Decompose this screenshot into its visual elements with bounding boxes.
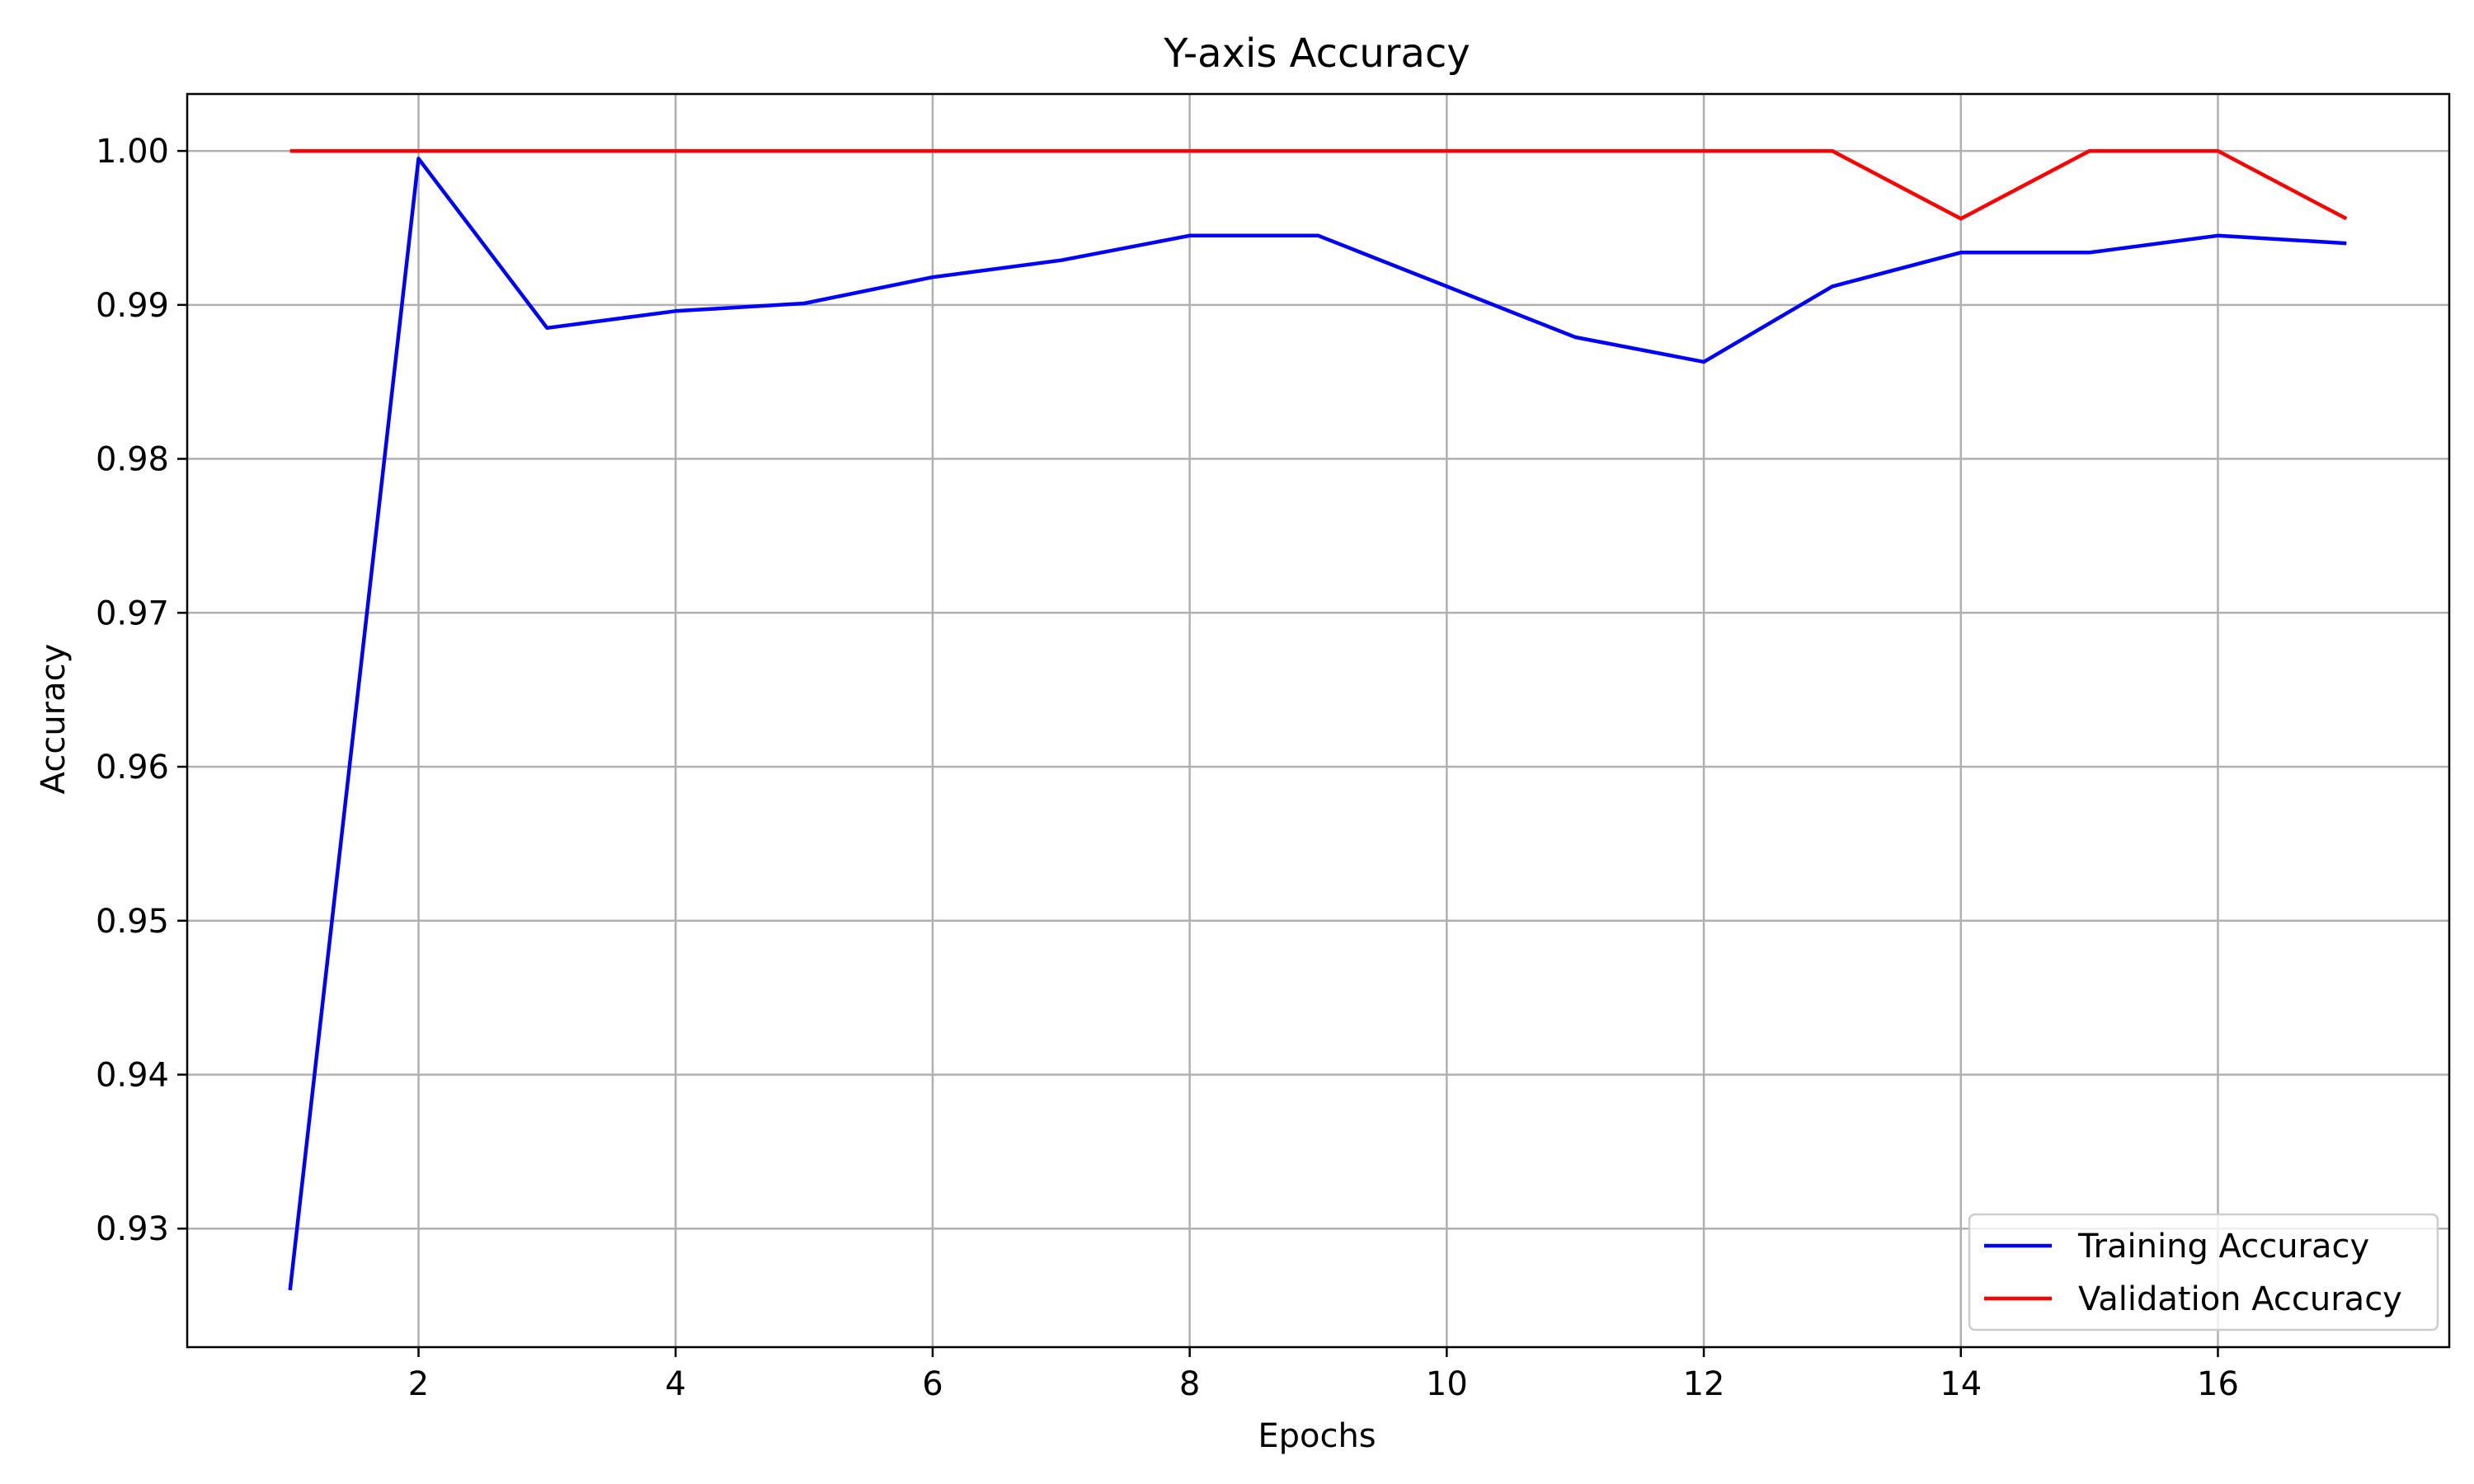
training-accuracy-line	[288, 157, 2347, 1291]
y-tick-label: 0.96	[96, 749, 169, 787]
x-tick-label: 10	[1426, 1365, 1468, 1403]
chart-title: Y-axis Accuracy	[1163, 31, 1470, 77]
plot-area-frame	[186, 92, 2451, 1349]
y-tick-label: 0.95	[96, 903, 169, 941]
x-axis-label: Epochs	[1258, 1417, 1376, 1455]
x-tick-label: 14	[1940, 1365, 1982, 1403]
legend-label-training-accuracy: Training Accuracy	[2077, 1228, 2369, 1266]
y-tick-label: 0.98	[96, 441, 169, 479]
y-tick-label: 1.00	[96, 133, 169, 171]
y-axis-label: Accuracy	[35, 644, 73, 795]
x-tick-label: 8	[1179, 1365, 1200, 1403]
axis-ticks: 2 4 6 8 10 12 14 16 0.93 0.94 0.95 0.96 0.97 0.98 0.99…	[96, 133, 2239, 1403]
y-tick-label: 0.99	[96, 287, 169, 325]
series-lines	[288, 148, 2348, 1291]
x-tick-label: 6	[922, 1365, 943, 1403]
legend-box	[1968, 1213, 2439, 1331]
y-tick-label: 0.93	[96, 1210, 169, 1248]
x-tick-label: 4	[666, 1365, 686, 1403]
x-tick-label: 12	[1683, 1365, 1725, 1403]
y-tick-label: 0.94	[96, 1056, 169, 1094]
legend-label-validation-accuracy: Validation Accuracy	[2078, 1280, 2402, 1318]
validation-accuracy-line	[289, 148, 2348, 221]
grid	[187, 94, 2449, 1347]
x-tick-label: 16	[2197, 1365, 2239, 1403]
y-tick-label: 0.97	[96, 594, 169, 632]
legend: Training Accuracy Validation Accuracy	[1968, 1213, 2439, 1331]
x-tick-label: 2	[408, 1365, 429, 1403]
